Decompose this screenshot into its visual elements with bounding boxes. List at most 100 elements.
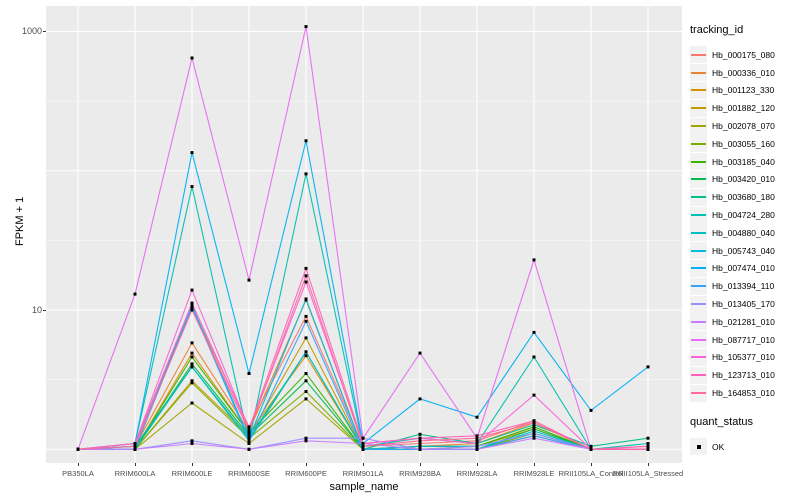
legend-label: Hb_003680_180: [712, 192, 775, 203]
data-point: [190, 379, 194, 383]
data-point: [133, 444, 137, 448]
data-point: [304, 314, 308, 318]
legend-item: Hb_013405_170: [690, 295, 798, 313]
data-point: [190, 151, 194, 155]
legend-item: Hb_003420_010: [690, 170, 798, 189]
data-point: [247, 439, 251, 443]
legend-label: Hb_000175_080: [712, 49, 775, 60]
series-color-line: [691, 249, 706, 252]
data-point: [475, 447, 479, 451]
data-point: [304, 436, 308, 440]
legend-item: Hb_007474_010: [690, 259, 798, 278]
x-tick-mark: [249, 463, 250, 466]
series-color-line: [691, 178, 706, 181]
legend-item: Hb_000175_080: [690, 46, 798, 64]
data-point: [418, 442, 422, 445]
legend-key-line-icon: [690, 99, 707, 117]
data-point: [247, 278, 251, 282]
legend-item: Hb_004724_280: [690, 206, 798, 224]
legend-item: Hb_123713_010: [690, 366, 798, 384]
x-tick-label: RRIM928LA: [456, 469, 498, 478]
quant-status-legend: quant_status OK: [690, 416, 798, 456]
data-point: [304, 25, 308, 29]
y-tick-mark: [43, 309, 46, 311]
data-point: [532, 258, 536, 262]
data-point: [190, 56, 194, 60]
legend-item: Hb_004880_040: [690, 224, 798, 242]
x-tick-label: RRII105LA_Stressed: [612, 469, 684, 478]
data-point: [304, 439, 308, 443]
legend-label: Hb_002078_070: [712, 121, 775, 132]
legend-item: Hb_003185_040: [690, 153, 798, 171]
legend-key-line-icon: [690, 224, 707, 242]
data-point: [247, 442, 251, 445]
data-point: [418, 432, 422, 436]
y-tick-label: 10: [31, 304, 42, 315]
legend-item: Hb_021281_010: [690, 313, 798, 331]
series-color-line: [691, 303, 706, 306]
x-tick-label: RRII105LA_Control: [558, 469, 624, 478]
x-tick-mark: [78, 463, 79, 466]
data-point: [475, 434, 479, 438]
data-point: [304, 397, 308, 401]
series-color-line: [691, 107, 706, 110]
legend-item: Hb_105377_010: [690, 348, 798, 367]
data-point: [304, 297, 308, 301]
legend-label: Hb_005743_040: [712, 245, 775, 256]
data-point: [304, 139, 308, 143]
quant-legend-item: OK: [690, 438, 798, 456]
series-color-line: [691, 356, 706, 359]
data-point: [361, 447, 365, 451]
series-color-line: [691, 89, 706, 92]
series-color-line: [691, 125, 706, 128]
data-point: [247, 436, 251, 440]
data-point: [190, 303, 194, 307]
data-point: [304, 372, 308, 375]
quant-legend-items: OK: [690, 438, 798, 456]
legend-key-line-icon: [690, 135, 707, 153]
series-color-line: [691, 338, 706, 341]
data-point: [532, 431, 536, 435]
data-point: [532, 423, 536, 427]
legend: tracking_id Hb_000175_080 Hb_000336_010 Hb…: [690, 24, 798, 456]
data-point: [304, 280, 308, 284]
data-point: [190, 442, 194, 445]
data-point: [532, 355, 536, 359]
data-point: [190, 439, 194, 443]
data-point: [532, 419, 536, 423]
legend-label: Hb_013394_110: [712, 281, 775, 292]
legend-label: Hb_001882_120: [712, 103, 775, 114]
legend-key-line-icon: [690, 117, 707, 135]
legend-key-line-icon: [690, 81, 707, 99]
legend-label: Hb_087717_010: [712, 334, 775, 345]
legend-label: Hb_007474_010: [712, 263, 775, 274]
data-point: [304, 336, 308, 340]
data-point: [190, 365, 194, 369]
legend-key-line-icon: [690, 153, 707, 171]
data-point: [418, 439, 422, 443]
x-tick-mark: [192, 463, 193, 466]
series-color-line: [691, 320, 706, 323]
data-point: [532, 427, 536, 431]
data-point: [532, 429, 536, 433]
data-point: [646, 444, 650, 448]
quant-legend-label: OK: [712, 441, 725, 452]
x-axis-title: sample_name: [329, 481, 399, 493]
data-point: [589, 408, 593, 412]
legend-key-line-icon: [690, 331, 707, 349]
data-point: [304, 390, 308, 393]
series-color-line: [691, 214, 706, 217]
data-point: [361, 436, 365, 440]
legend-label: Hb_004724_280: [712, 210, 775, 221]
data-point: [76, 447, 80, 451]
legend-label: Hb_001123_330: [712, 85, 775, 96]
legend-item: Hb_002078_070: [690, 117, 798, 135]
data-point: [304, 319, 308, 323]
x-tick-mark: [135, 463, 136, 466]
legend-key-line-icon: [690, 46, 707, 64]
data-point: [361, 442, 365, 445]
data-point: [361, 444, 365, 448]
quant-key-point-icon: [690, 438, 707, 456]
data-point: [190, 362, 194, 366]
